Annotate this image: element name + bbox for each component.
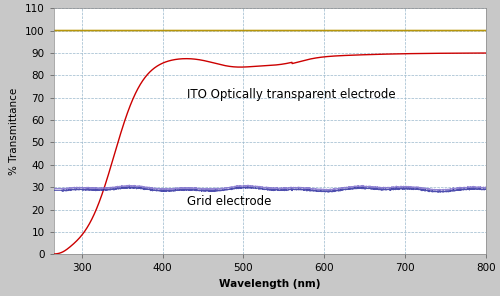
Text: Grid electrode: Grid electrode <box>187 195 272 208</box>
Y-axis label: % Transmittance: % Transmittance <box>9 88 19 175</box>
Text: ITO Optically transparent electrode: ITO Optically transparent electrode <box>187 88 396 101</box>
X-axis label: Wavelength (nm): Wavelength (nm) <box>219 279 320 289</box>
